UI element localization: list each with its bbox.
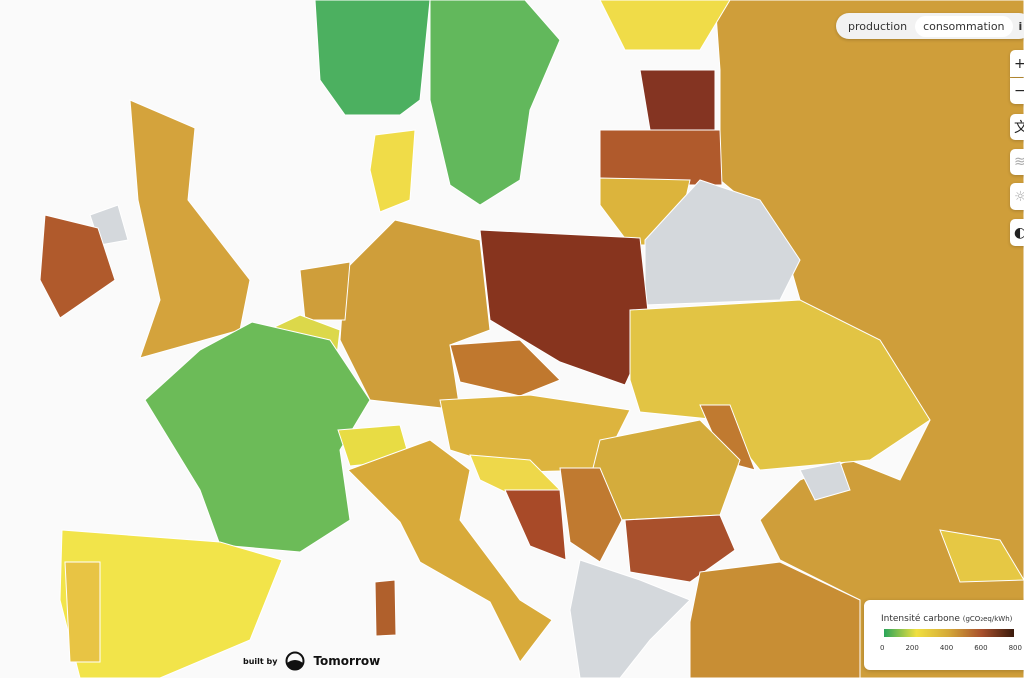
region-italy[interactable]: [347, 439, 553, 663]
dark-mode-icon: ◐: [1014, 224, 1024, 241]
tomorrow-name: Tomorrow: [313, 654, 381, 668]
legend-color-scale: [884, 629, 1014, 637]
sun-icon: ☼: [1014, 188, 1024, 205]
language-button[interactable]: 文: [1010, 114, 1024, 140]
legend-tick: 0: [880, 644, 885, 652]
region-serbia[interactable]: [559, 467, 623, 563]
legend-title: Intensité carbone (gCO₂eq/kWh): [881, 614, 1012, 624]
region-sweden[interactable]: [429, 0, 561, 206]
region-denmark[interactable]: [369, 129, 416, 213]
zoom-in-icon: +: [1014, 55, 1024, 72]
info-icon[interactable]: i: [1018, 19, 1023, 33]
legend-tick: 200: [905, 644, 919, 652]
zoom-in-button[interactable]: +: [1010, 50, 1024, 77]
region-france[interactable]: [144, 321, 371, 553]
region-greece[interactable]: [569, 559, 691, 678]
region-latvia[interactable]: [599, 129, 723, 186]
region-norway[interactable]: [314, 0, 431, 116]
zoom-out-icon: −: [1014, 83, 1024, 99]
region-estonia[interactable]: [639, 69, 716, 131]
region-ireland[interactable]: [39, 214, 116, 319]
zoom-out-button[interactable]: −: [1010, 78, 1024, 104]
region-spain[interactable]: [59, 529, 283, 678]
legend-tick: 400: [939, 644, 954, 652]
built-by-label: built by: [243, 656, 278, 666]
region-ukraine[interactable]: [629, 299, 931, 471]
production-tab[interactable]: production: [848, 19, 908, 33]
consumption-tab[interactable]: consommation: [915, 15, 1013, 37]
wind-toggle-button[interactable]: ≋: [1010, 149, 1024, 175]
dark-mode-button[interactable]: ◐: [1010, 219, 1024, 246]
region-portugal[interactable]: [64, 561, 101, 663]
built-by-tomorrow-link[interactable]: built by Tomorrow: [243, 651, 380, 671]
region-finland[interactable]: [599, 0, 731, 51]
legend-ticks: 0 200 400 600 800: [880, 644, 1022, 652]
carbon-intensity-legend: Intensité carbone (gCO₂eq/kWh) 0 200 400…: [864, 600, 1024, 670]
region-czechia[interactable]: [449, 339, 561, 397]
region-turkey[interactable]: [689, 561, 861, 678]
wind-icon: ≋: [1014, 154, 1024, 170]
region-georgia[interactable]: [939, 529, 1024, 583]
region-poland[interactable]: [479, 229, 651, 386]
legend-tick: 800: [1008, 644, 1022, 652]
region-great-britain[interactable]: [129, 99, 251, 359]
region-sardinia[interactable]: [374, 579, 397, 637]
legend-title-text: Intensité carbone: [881, 614, 960, 624]
legend-unit: (gCO₂eq/kWh): [962, 615, 1013, 623]
region-netherlands[interactable]: [299, 261, 351, 321]
language-icon: 文: [1014, 120, 1024, 136]
tomorrow-logo-icon: [285, 651, 305, 671]
region-bulgaria[interactable]: [624, 514, 736, 583]
legend-tick: 600: [974, 644, 988, 652]
solar-toggle-button[interactable]: ☼: [1010, 183, 1024, 210]
production-consumption-toggle: production consommation i: [836, 13, 1024, 39]
region-crimea[interactable]: [799, 461, 851, 501]
region-bosnia[interactable]: [504, 489, 567, 561]
